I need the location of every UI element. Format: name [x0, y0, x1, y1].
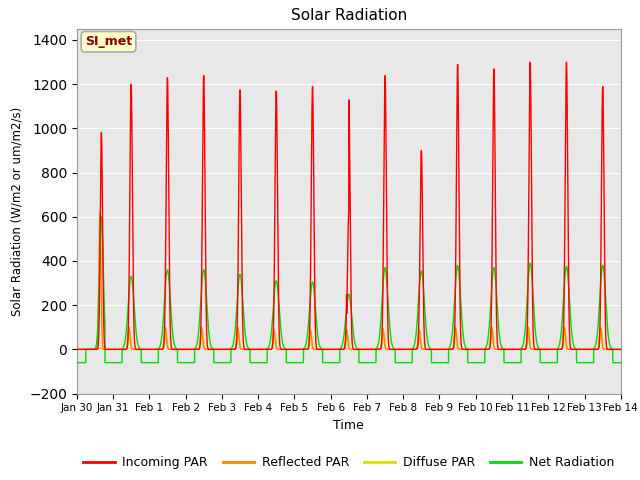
Net Radiation: [441, 360, 449, 366]
Incoming PAR: [328, 347, 336, 352]
Net Radiation: [502, 360, 509, 366]
Diffuse PAR: [452, 325, 460, 331]
Incoming PAR: [471, 347, 479, 352]
Incoming PAR: [616, 347, 624, 352]
Net Radiation: [97, 214, 105, 220]
Y-axis label: Solar Radiation (W/m2 or um/m2/s): Solar Radiation (W/m2 or um/m2/s): [11, 107, 24, 316]
Legend: Incoming PAR, Reflected PAR, Diffuse PAR, Net Radiation: Incoming PAR, Reflected PAR, Diffuse PAR…: [79, 451, 619, 474]
Incoming PAR: [171, 347, 179, 352]
Text: SI_met: SI_met: [85, 35, 132, 48]
Reflected PAR: [171, 347, 179, 352]
Line: Reflected PAR: Reflected PAR: [77, 213, 621, 349]
Reflected PAR: [617, 347, 625, 352]
Reflected PAR: [471, 347, 479, 352]
Diffuse PAR: [471, 347, 479, 352]
Diffuse PAR: [616, 347, 624, 352]
Line: Net Radiation: Net Radiation: [77, 217, 621, 363]
Incoming PAR: [502, 347, 509, 352]
Diffuse PAR: [328, 347, 336, 352]
Reflected PAR: [441, 347, 449, 352]
Net Radiation: [617, 360, 625, 366]
Line: Diffuse PAR: Diffuse PAR: [77, 328, 621, 349]
Incoming PAR: [440, 347, 448, 352]
Title: Solar Radiation: Solar Radiation: [291, 9, 407, 24]
Net Radiation: [471, 360, 479, 366]
Diffuse PAR: [617, 347, 625, 352]
Reflected PAR: [502, 347, 509, 352]
Incoming PAR: [73, 347, 81, 352]
Reflected PAR: [329, 347, 337, 352]
Net Radiation: [329, 360, 337, 366]
Reflected PAR: [73, 347, 81, 352]
Net Radiation: [73, 360, 81, 366]
Line: Incoming PAR: Incoming PAR: [77, 62, 621, 349]
Net Radiation: [171, 343, 179, 348]
Diffuse PAR: [73, 347, 81, 352]
X-axis label: Time: Time: [333, 419, 364, 432]
Reflected PAR: [96, 210, 104, 216]
Incoming PAR: [617, 347, 625, 352]
Net Radiation: [616, 360, 624, 366]
Diffuse PAR: [440, 347, 448, 352]
Reflected PAR: [616, 347, 624, 352]
Diffuse PAR: [171, 347, 179, 352]
Diffuse PAR: [502, 347, 509, 352]
Incoming PAR: [526, 60, 534, 65]
